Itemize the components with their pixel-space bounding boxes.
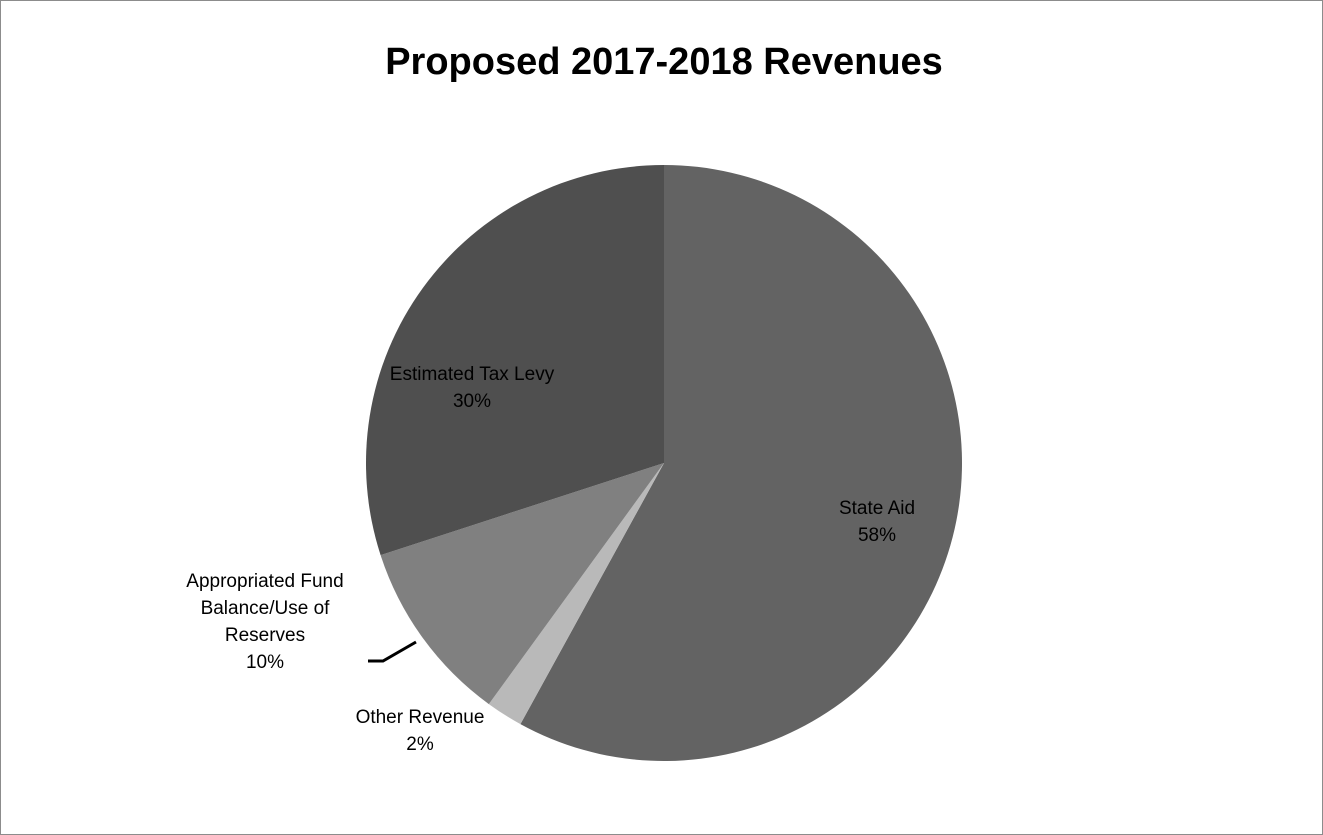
slice-percent-label: 10% xyxy=(246,652,284,673)
pie-slice-appropriated-fund-balance-use-of-reserves xyxy=(380,463,664,705)
slice-name-label: Appropriated Fund xyxy=(186,571,343,592)
slice-percent-label: 2% xyxy=(406,734,434,755)
pie-slice-state-aid xyxy=(520,165,962,762)
pie-slice-estimated-tax-levy xyxy=(365,165,664,556)
slice-name-label: Other Revenue xyxy=(356,707,485,728)
slice-name-label: Balance/Use of xyxy=(201,598,331,619)
slice-percent-label: 30% xyxy=(453,391,491,412)
slice-percent-label: 58% xyxy=(858,525,896,546)
pie-slice-other-revenue xyxy=(488,463,664,725)
slice-name-label: Estimated Tax Levy xyxy=(390,364,555,385)
slice-labels: State Aid 58% Other Revenue 2% Appropriated … xyxy=(186,364,915,755)
slice-name-label: Reserves xyxy=(225,625,305,646)
leader-line xyxy=(368,640,417,663)
chart-title: Proposed 2017-2018 Revenues xyxy=(385,41,943,83)
pie-slices xyxy=(365,165,962,762)
slice-name-label: State Aid xyxy=(839,498,915,519)
